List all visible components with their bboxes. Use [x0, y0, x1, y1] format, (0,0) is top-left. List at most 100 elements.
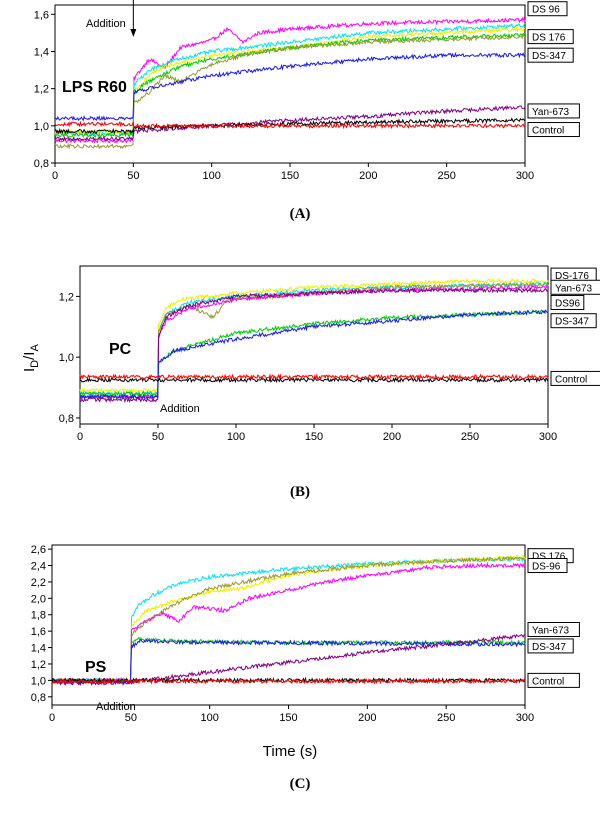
series-label-text: Yan-673 — [532, 107, 570, 118]
y-tick-label: 1,2 — [59, 291, 74, 303]
series-label-text: DS 176 — [532, 552, 566, 563]
panel-c-addition-label: Addition — [96, 701, 136, 713]
x-tick-label: 50 — [152, 431, 164, 443]
y-tick-label: 2,6 — [31, 544, 46, 556]
series-label-text: DS-96 — [532, 562, 561, 573]
series-label-box — [527, 672, 580, 688]
series-line-9 — [54, 120, 526, 130]
series-label-box — [527, 1, 568, 17]
x-tick-label: 0 — [77, 431, 83, 443]
series-line-4 — [51, 561, 526, 684]
panel-b-caption: (B) — [290, 484, 310, 500]
x-axis-label: Time (s) — [263, 743, 317, 760]
x-tick-label: 200 — [358, 712, 376, 724]
panel-b-ticks: 0 50 100 150 200 250 300 0,8 1,0 1,2 — [59, 291, 557, 443]
y-tick-label: 1,0 — [34, 121, 49, 133]
panel-b-sample-label: PC — [109, 341, 132, 358]
panel-b-addition-label: Addition — [160, 403, 200, 415]
y-tick-label: 0,8 — [31, 692, 46, 704]
x-tick-label: 200 — [383, 431, 401, 443]
y-tick-label: 1,2 — [31, 659, 46, 671]
x-tick-label: 0 — [49, 712, 55, 724]
panel-c-ticks: 0 50 100 150 200 250 300 0,8 1,0 1,2 1,4 1,6 1,8 2,0 2… — [31, 544, 534, 724]
series-label-box — [527, 122, 580, 138]
y-tick-label: 1,0 — [59, 352, 74, 364]
series-line-2 — [51, 555, 526, 684]
series-line-7 — [79, 309, 549, 400]
series-label-box — [527, 558, 568, 574]
series-label-text: DS-347 — [532, 642, 566, 653]
x-tick-label: 100 — [200, 712, 218, 724]
series-line-7 — [54, 104, 526, 142]
series-label-box — [527, 29, 574, 45]
y-tick-label: 1,4 — [34, 46, 49, 58]
y-axis-label-main: I — [21, 368, 38, 372]
panel-a-addition-label: Addition — [86, 18, 126, 30]
x-tick-label: 0 — [52, 170, 58, 182]
y-tick-label: 1,0 — [31, 675, 46, 687]
panel-a-ticks: 0 50 100 150 200 250 300 0,8 1,0 1,2 1,4 1,6 — [34, 9, 534, 182]
series-label-box — [550, 279, 600, 295]
series-label-box — [550, 294, 585, 310]
y-axis-label-sub-a: A — [29, 344, 41, 352]
series-label-text: Yan-673 — [555, 283, 593, 294]
series-line-5 — [79, 286, 549, 404]
x-tick-label: 150 — [281, 170, 299, 182]
x-tick-label: 100 — [202, 170, 220, 182]
panel-a-caption: (A) — [290, 206, 311, 222]
series-label-box — [527, 103, 580, 119]
x-tick-label: 50 — [125, 712, 137, 724]
series-label-text: DS-176 — [555, 271, 589, 282]
x-tick-label: 250 — [437, 170, 455, 182]
series-label-text: Control — [532, 126, 564, 137]
y-tick-label: 2,2 — [31, 577, 46, 589]
y-tick-label: 0,8 — [34, 158, 49, 170]
series-label-text: DS 176 — [532, 33, 566, 44]
series-line-1 — [79, 277, 549, 394]
y-tick-label: 2,0 — [31, 593, 46, 605]
series-label-text: Control — [555, 374, 587, 385]
x-tick-label: 250 — [437, 712, 455, 724]
panel-c-series-group — [51, 555, 526, 687]
y-tick-label: 1,8 — [31, 610, 46, 622]
series-line-9 — [51, 677, 526, 685]
y-axis-label: ID/IA — [21, 344, 41, 372]
series-label-text: DS-347 — [532, 51, 566, 62]
panel-b: 0 50 100 150 200 250 300 0,8 1,0 1,2 DS-176Yan-67… — [21, 265, 600, 500]
series-label-text: DS-347 — [555, 317, 589, 328]
y-axis-label-mid: /I — [21, 352, 38, 360]
addition-arrowhead-icon — [130, 29, 137, 37]
series-label-box — [527, 47, 574, 63]
x-tick-label: 150 — [305, 431, 323, 443]
series-line-9 — [79, 373, 549, 381]
y-tick-label: 2,4 — [31, 561, 46, 573]
x-tick-label: 300 — [539, 431, 557, 443]
panel-a-series-group — [54, 16, 526, 150]
panel-c-caption: (C) — [290, 776, 311, 792]
panel-a-sample-label: LPS R60 — [62, 79, 127, 96]
x-tick-label: 300 — [516, 712, 534, 724]
y-tick-label: 1,4 — [31, 643, 46, 655]
x-tick-label: 200 — [359, 170, 377, 182]
series-line-8 — [54, 117, 526, 135]
series-label-text: Yan-673 — [532, 626, 570, 637]
panel-b-series-group — [79, 277, 549, 404]
x-tick-label: 50 — [127, 170, 139, 182]
y-tick-label: 1,2 — [34, 84, 49, 96]
x-tick-label: 100 — [227, 431, 245, 443]
series-line-6 — [54, 51, 526, 122]
y-axis-label-sub-d: D — [29, 360, 41, 368]
panel-a-series-labels: DS 96 DS 176 DS-347 Yan-673 Control — [527, 1, 580, 138]
y-tick-label: 0,8 — [59, 413, 74, 425]
series-label-text: DS96 — [555, 298, 580, 309]
y-tick-label: 1,6 — [34, 9, 49, 21]
series-label-box — [550, 313, 597, 329]
x-tick-label: 300 — [516, 170, 534, 182]
series-line-7 — [51, 633, 526, 687]
y-tick-label: 1,6 — [31, 626, 46, 638]
series-label-box — [550, 370, 600, 386]
